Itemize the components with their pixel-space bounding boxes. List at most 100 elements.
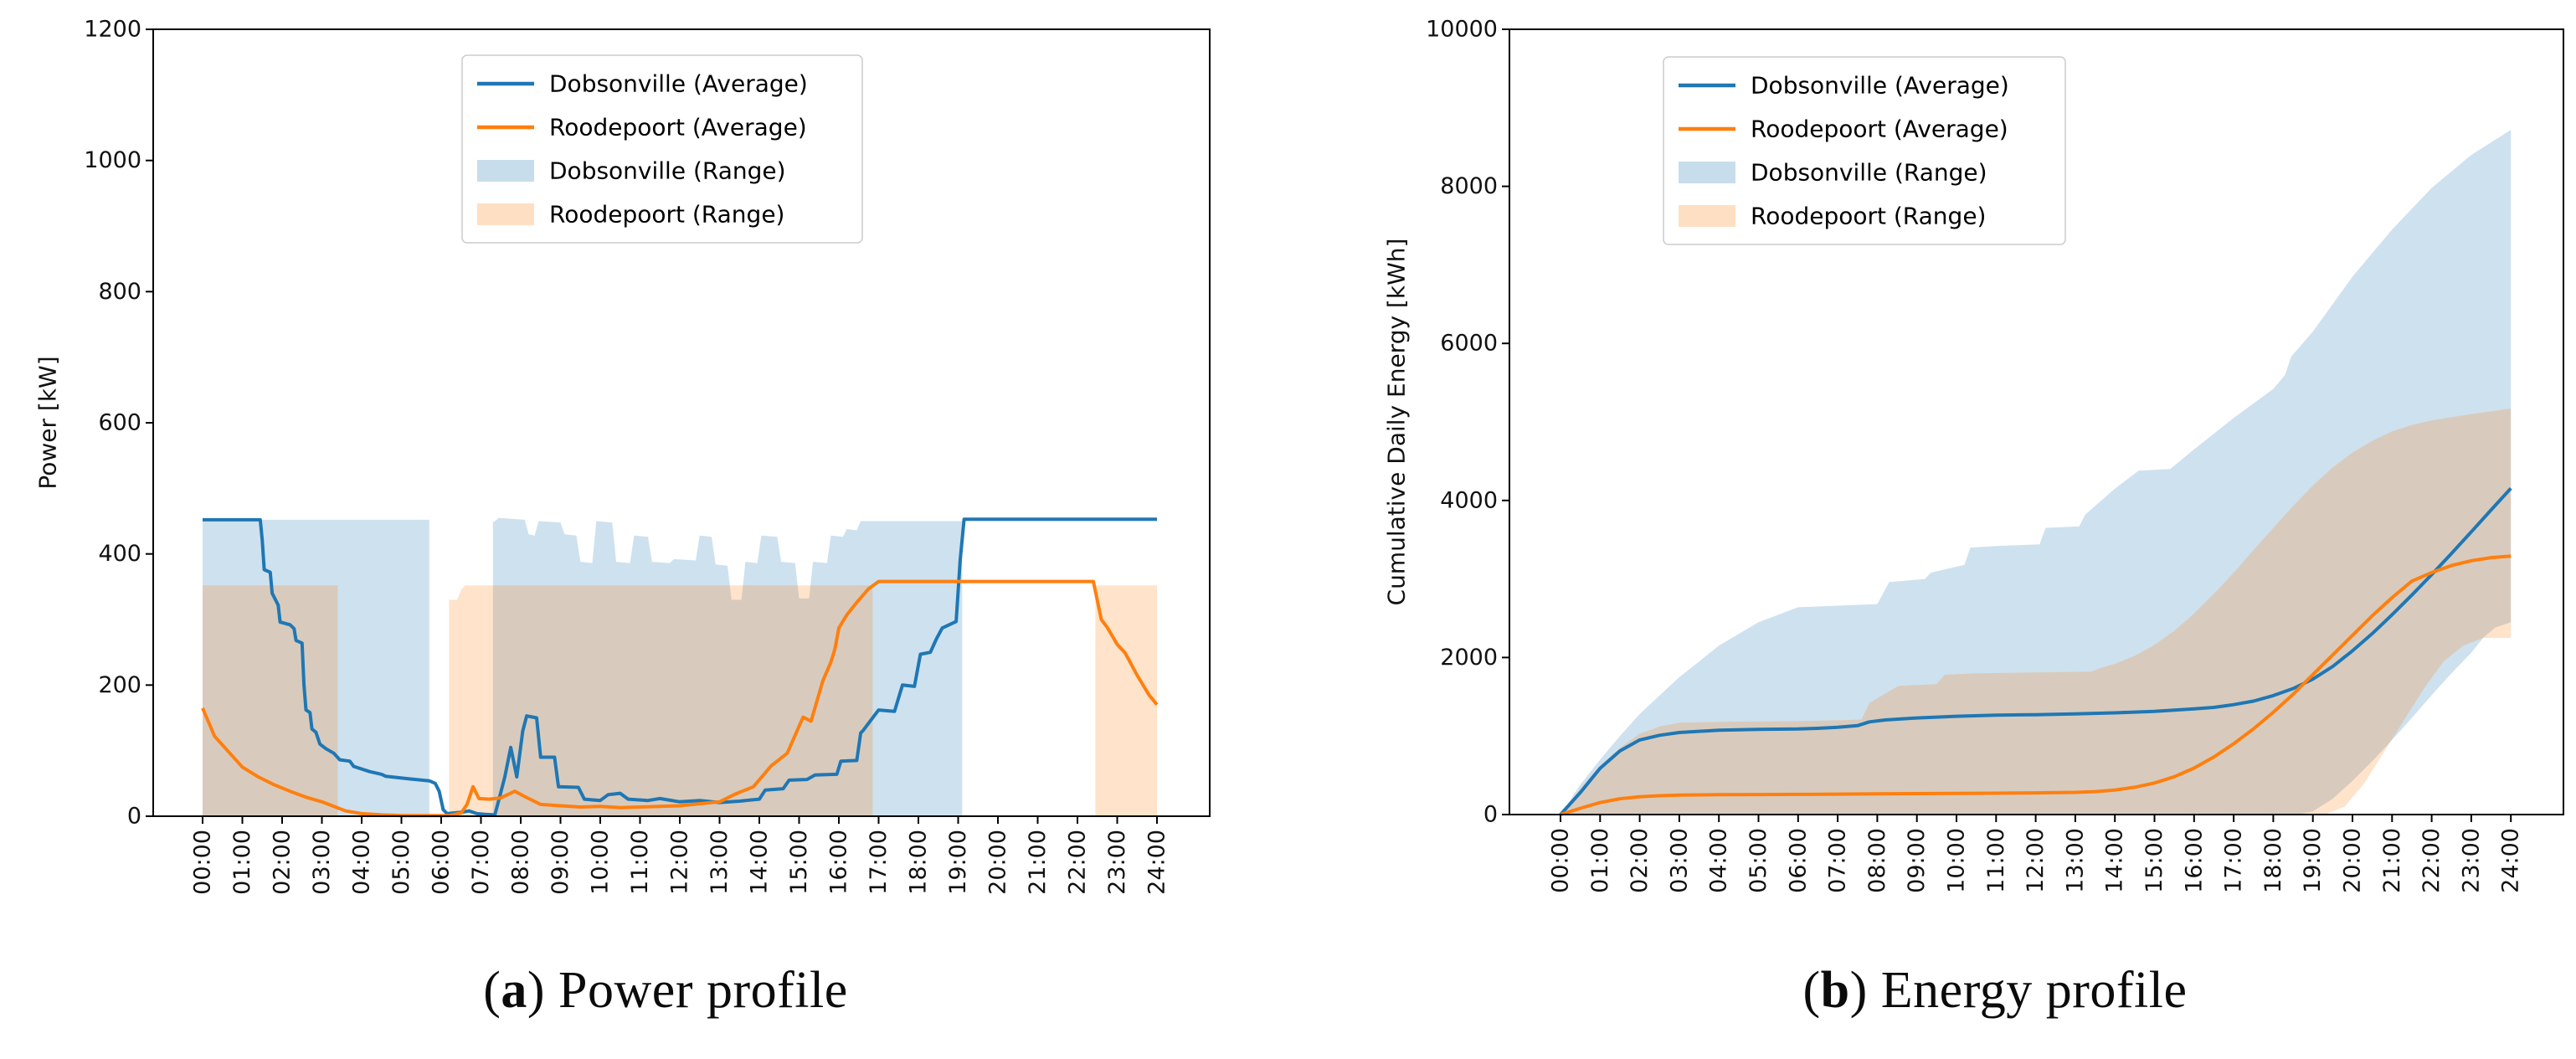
x-tick-label: 09:00 <box>1904 828 1930 893</box>
x-tick-label: 11:00 <box>627 830 653 895</box>
x-tick-label: 17:00 <box>866 830 892 895</box>
x-tick-label: 03:00 <box>1666 828 1692 893</box>
x-tick-label: 01:00 <box>1587 828 1613 893</box>
range-band-dobsonville-range-1 <box>492 517 963 816</box>
y-tick-label: 400 <box>98 541 141 567</box>
y-tick-label: 600 <box>98 410 141 436</box>
x-tick-label: 06:00 <box>429 830 455 895</box>
y-tick-label: 1200 <box>84 17 141 43</box>
range-band-dobsonville-range-0 <box>1561 130 2512 815</box>
legend-patch-swatch-roodepoort-range <box>477 203 534 225</box>
range-band-roodepoort-range-2 <box>1095 585 1157 816</box>
x-tick-label: 01:00 <box>229 830 255 895</box>
x-tick-label: 22:00 <box>1065 830 1091 895</box>
legend-patch-swatch-dobsonville-range <box>477 160 534 182</box>
y-axis-label: Power [kW] <box>34 356 62 489</box>
x-tick-label: 08:00 <box>508 830 534 895</box>
y-tick-label: 10000 <box>1426 17 1498 43</box>
range-band-dobsonville-range-0 <box>203 519 429 816</box>
range-band-roodepoort-range-1 <box>449 585 873 816</box>
legend-label-roodepoort-range: Roodepoort (Range) <box>549 201 784 229</box>
x-tick-label: 06:00 <box>1785 828 1811 893</box>
x-tick-label: 03:00 <box>309 830 335 895</box>
caption-a-text: ) Power profile <box>527 962 848 1019</box>
x-tick-label: 04:00 <box>1706 828 1732 893</box>
x-tick-label: 13:00 <box>707 830 733 895</box>
legend-box <box>461 54 863 244</box>
x-tick-label: 00:00 <box>1548 828 1574 893</box>
y-tick-label: 8000 <box>1440 173 1498 199</box>
x-tick-label: 16:00 <box>826 830 852 895</box>
x-tick-label: 13:00 <box>2062 828 2088 893</box>
y-tick-label: 6000 <box>1440 331 1498 357</box>
legend-label-dobsonville-average: Dobsonville (Average) <box>549 70 808 98</box>
legend-label-roodepoort-average: Roodepoort (Average) <box>1751 116 2008 143</box>
caption-b-paren: ( <box>1802 962 1821 1019</box>
x-tick-label: 19:00 <box>945 830 971 895</box>
x-tick-label: 09:00 <box>548 830 573 895</box>
x-tick-label: 17:00 <box>2221 828 2247 893</box>
x-tick-label: 04:00 <box>349 830 375 895</box>
y-tick-label: 2000 <box>1440 645 1498 671</box>
x-tick-label: 16:00 <box>2181 828 2207 893</box>
x-tick-label: 15:00 <box>786 830 812 895</box>
x-tick-label: 23:00 <box>2458 828 2484 893</box>
y-axis-label: Cumulative Daily Energy [kWh] <box>1383 239 1411 606</box>
x-tick-label: 10:00 <box>1944 828 1970 893</box>
y-tick-label: 0 <box>1483 802 1498 828</box>
legend-box <box>1663 56 2066 245</box>
caption-b-letter: b <box>1820 962 1850 1019</box>
legend-label-roodepoort-average: Roodepoort (Average) <box>549 114 807 141</box>
caption-a-letter: a <box>501 962 527 1019</box>
x-tick-label: 12:00 <box>2023 828 2049 893</box>
caption-b-text: ) Energy profile <box>1849 962 2188 1019</box>
avg-line-roodepoort-average <box>1560 554 2512 816</box>
legend-patch-swatch-dobsonville-range <box>1679 162 1735 183</box>
x-tick-label: 24:00 <box>2498 828 2524 893</box>
x-tick-label: 05:00 <box>388 830 414 895</box>
x-tick-label: 07:00 <box>468 830 494 895</box>
legend-label-dobsonville-range: Dobsonville (Range) <box>1751 159 1987 187</box>
x-tick-label: 02:00 <box>1627 828 1653 893</box>
y-tick-label: 800 <box>98 279 141 305</box>
energy-profile: 00:00 01:00 02:00 03:00 04:00 05:00 06:00 07:00… <box>1383 17 2564 893</box>
x-tick-label: 14:00 <box>2102 828 2128 893</box>
legend-label-dobsonville-range: Dobsonville (Range) <box>549 157 786 185</box>
x-tick-label: 21:00 <box>2379 828 2405 893</box>
avg-line-dobsonville-average <box>1559 486 2512 816</box>
power-profile: 00:00 01:00 02:00 03:00 04:00 05:00 06:00 07:00… <box>34 17 1211 895</box>
caption-a-paren: ( <box>483 962 501 1019</box>
y-tick-label: 4000 <box>1440 487 1498 513</box>
caption-energy-profile: (b) Energy profile <box>1660 961 2330 1020</box>
x-tick-label: 24:00 <box>1144 830 1170 895</box>
x-tick-label: 02:00 <box>270 830 296 895</box>
x-tick-label: 15:00 <box>2142 828 2167 893</box>
y-tick-label: 200 <box>98 672 141 698</box>
x-tick-label: 22:00 <box>2419 828 2445 893</box>
x-tick-label: 18:00 <box>2260 828 2286 893</box>
x-tick-label: 14:00 <box>747 830 773 895</box>
x-tick-label: 11:00 <box>1983 828 2009 893</box>
x-tick-label: 20:00 <box>985 830 1011 895</box>
x-tick-label: 18:00 <box>906 830 932 895</box>
x-tick-label: 05:00 <box>1746 828 1771 893</box>
x-tick-label: 10:00 <box>588 830 614 895</box>
avg-line-dobsonville-average <box>203 517 1157 817</box>
avg-line-roodepoort-average <box>201 579 1159 818</box>
x-tick-label: 19:00 <box>2300 828 2326 893</box>
y-tick-label: 0 <box>127 804 141 830</box>
x-tick-label: 08:00 <box>1864 828 1890 893</box>
x-tick-label: 00:00 <box>190 830 216 895</box>
x-tick-label: 21:00 <box>1025 830 1051 895</box>
legend-label-dobsonville-average: Dobsonville (Average) <box>1751 72 2009 100</box>
x-tick-label: 20:00 <box>2340 828 2366 893</box>
legend-patch-swatch-roodepoort-range <box>1679 205 1735 227</box>
caption-power-profile: (a) Power profile <box>331 961 1000 1020</box>
x-tick-label: 23:00 <box>1104 830 1130 895</box>
y-tick-label: 1000 <box>84 147 141 173</box>
legend-label-roodepoort-range: Roodepoort (Range) <box>1751 203 1986 230</box>
x-tick-label: 12:00 <box>667 830 693 895</box>
x-tick-label: 07:00 <box>1825 828 1851 893</box>
